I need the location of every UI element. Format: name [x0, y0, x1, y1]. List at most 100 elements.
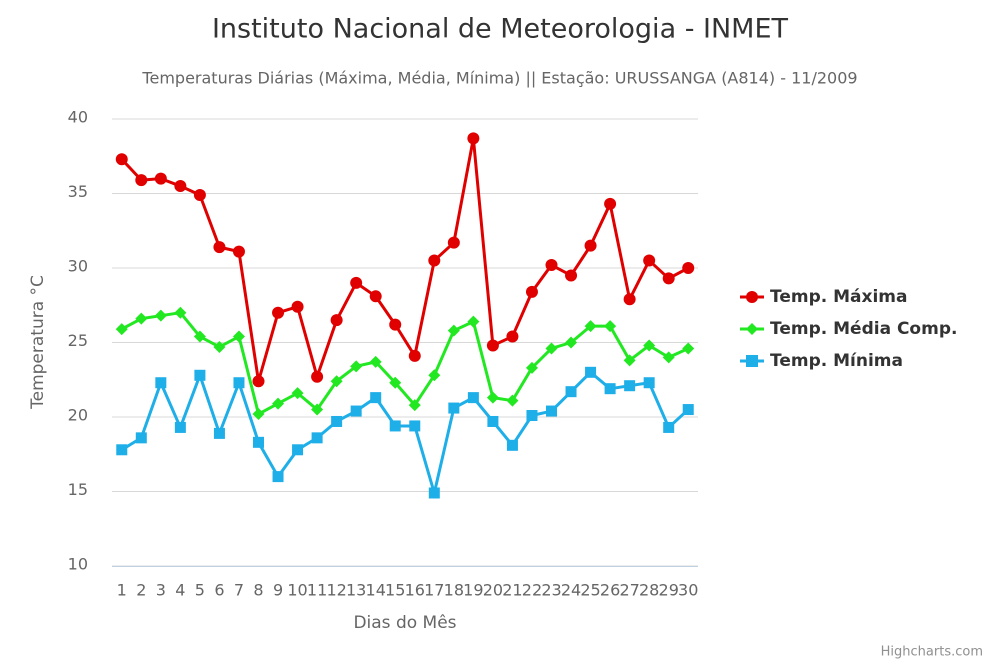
x-tick-label: 26	[600, 581, 620, 600]
legend-label[interactable]: Temp. Máxima	[770, 287, 908, 307]
legend-label[interactable]: Temp. Mínima	[770, 351, 903, 371]
data-point	[135, 312, 148, 325]
data-point	[682, 262, 695, 274]
data-point	[155, 377, 167, 389]
data-point	[604, 383, 616, 395]
data-point	[135, 432, 147, 444]
y-tick-label: 40	[68, 108, 88, 127]
data-point	[408, 349, 421, 362]
data-point	[135, 174, 148, 187]
data-point	[311, 403, 324, 416]
x-tick-label: 1	[117, 581, 127, 600]
data-point	[623, 293, 636, 306]
x-tick-label: 13	[346, 581, 366, 600]
data-point	[389, 318, 402, 331]
credit[interactable]: Highcharts.com	[881, 645, 983, 660]
data-point	[116, 444, 128, 456]
x-tick-label: 22	[522, 581, 542, 600]
data-point	[584, 239, 597, 252]
x-tick-label: 10	[287, 581, 307, 600]
y-tick-label: 15	[68, 480, 88, 499]
data-point	[447, 236, 460, 249]
data-point	[174, 180, 187, 193]
data-point	[369, 355, 382, 368]
data-point	[330, 314, 343, 327]
data-point	[682, 404, 694, 416]
data-point	[369, 290, 382, 303]
data-point	[331, 415, 343, 427]
legend-label[interactable]: Temp. Média Comp.	[770, 319, 957, 339]
chart-title: Instituto Nacional de Meteorologia - INM…	[212, 14, 789, 45]
x-tick-label: 8	[253, 581, 263, 600]
data-point	[663, 421, 675, 433]
data-point	[682, 342, 695, 355]
x-tick-label: 25	[580, 581, 600, 600]
data-point	[506, 394, 519, 407]
data-point	[428, 369, 441, 382]
x-tick-label: 15	[385, 581, 405, 600]
x-tick-label: 24	[561, 581, 581, 600]
data-point	[350, 405, 362, 417]
x-tick-label: 27	[619, 581, 639, 600]
x-tick-label: 29	[659, 581, 679, 600]
data-point	[467, 392, 479, 404]
y-tick-label: 25	[68, 331, 88, 350]
data-point	[467, 315, 480, 328]
data-point	[643, 377, 655, 389]
data-point	[525, 285, 538, 298]
x-tick-label: 20	[483, 581, 503, 600]
x-tick-label: 30	[678, 581, 698, 600]
x-tick-label: 14	[366, 581, 386, 600]
data-point	[526, 410, 538, 422]
x-tick-label: 3	[156, 581, 166, 600]
data-point	[194, 369, 206, 381]
data-point	[584, 320, 597, 333]
data-point	[233, 377, 245, 389]
data-point	[643, 339, 656, 352]
x-tick-label: 28	[639, 581, 659, 600]
data-point	[115, 153, 128, 166]
data-point	[525, 361, 538, 374]
data-point	[448, 402, 460, 414]
y-tick-label: 20	[68, 406, 88, 425]
data-point	[389, 376, 402, 389]
data-point	[291, 300, 304, 313]
data-point	[545, 342, 558, 355]
x-tick-label: 9	[273, 581, 283, 600]
data-point	[565, 336, 578, 349]
data-point	[232, 330, 245, 343]
data-point	[154, 172, 167, 185]
series-line	[120, 136, 689, 383]
data-point	[253, 436, 264, 448]
legend-marker	[746, 323, 758, 335]
data-point	[585, 366, 597, 378]
data-point	[604, 197, 617, 210]
x-axis-title: Dias do Mês	[353, 613, 456, 633]
data-point	[506, 439, 518, 451]
data-point	[662, 272, 675, 285]
data-point	[565, 269, 578, 282]
data-point	[545, 259, 558, 272]
data-point	[428, 254, 441, 267]
x-tick-label: 17	[424, 581, 444, 600]
data-point	[232, 245, 245, 258]
data-point	[409, 420, 421, 432]
data-point	[272, 471, 284, 483]
data-point	[311, 370, 324, 383]
data-point	[311, 432, 323, 444]
data-point	[272, 306, 285, 319]
data-point	[115, 323, 128, 336]
legend-marker	[746, 291, 758, 303]
data-point	[330, 375, 343, 388]
data-point	[174, 421, 186, 433]
data-point	[506, 330, 519, 343]
x-tick-label: 2	[136, 581, 146, 600]
data-point	[624, 380, 636, 392]
x-tick-label: 12	[326, 581, 346, 600]
data-point	[252, 375, 265, 388]
data-point	[272, 397, 285, 410]
data-point	[623, 354, 636, 367]
data-point	[662, 351, 675, 364]
